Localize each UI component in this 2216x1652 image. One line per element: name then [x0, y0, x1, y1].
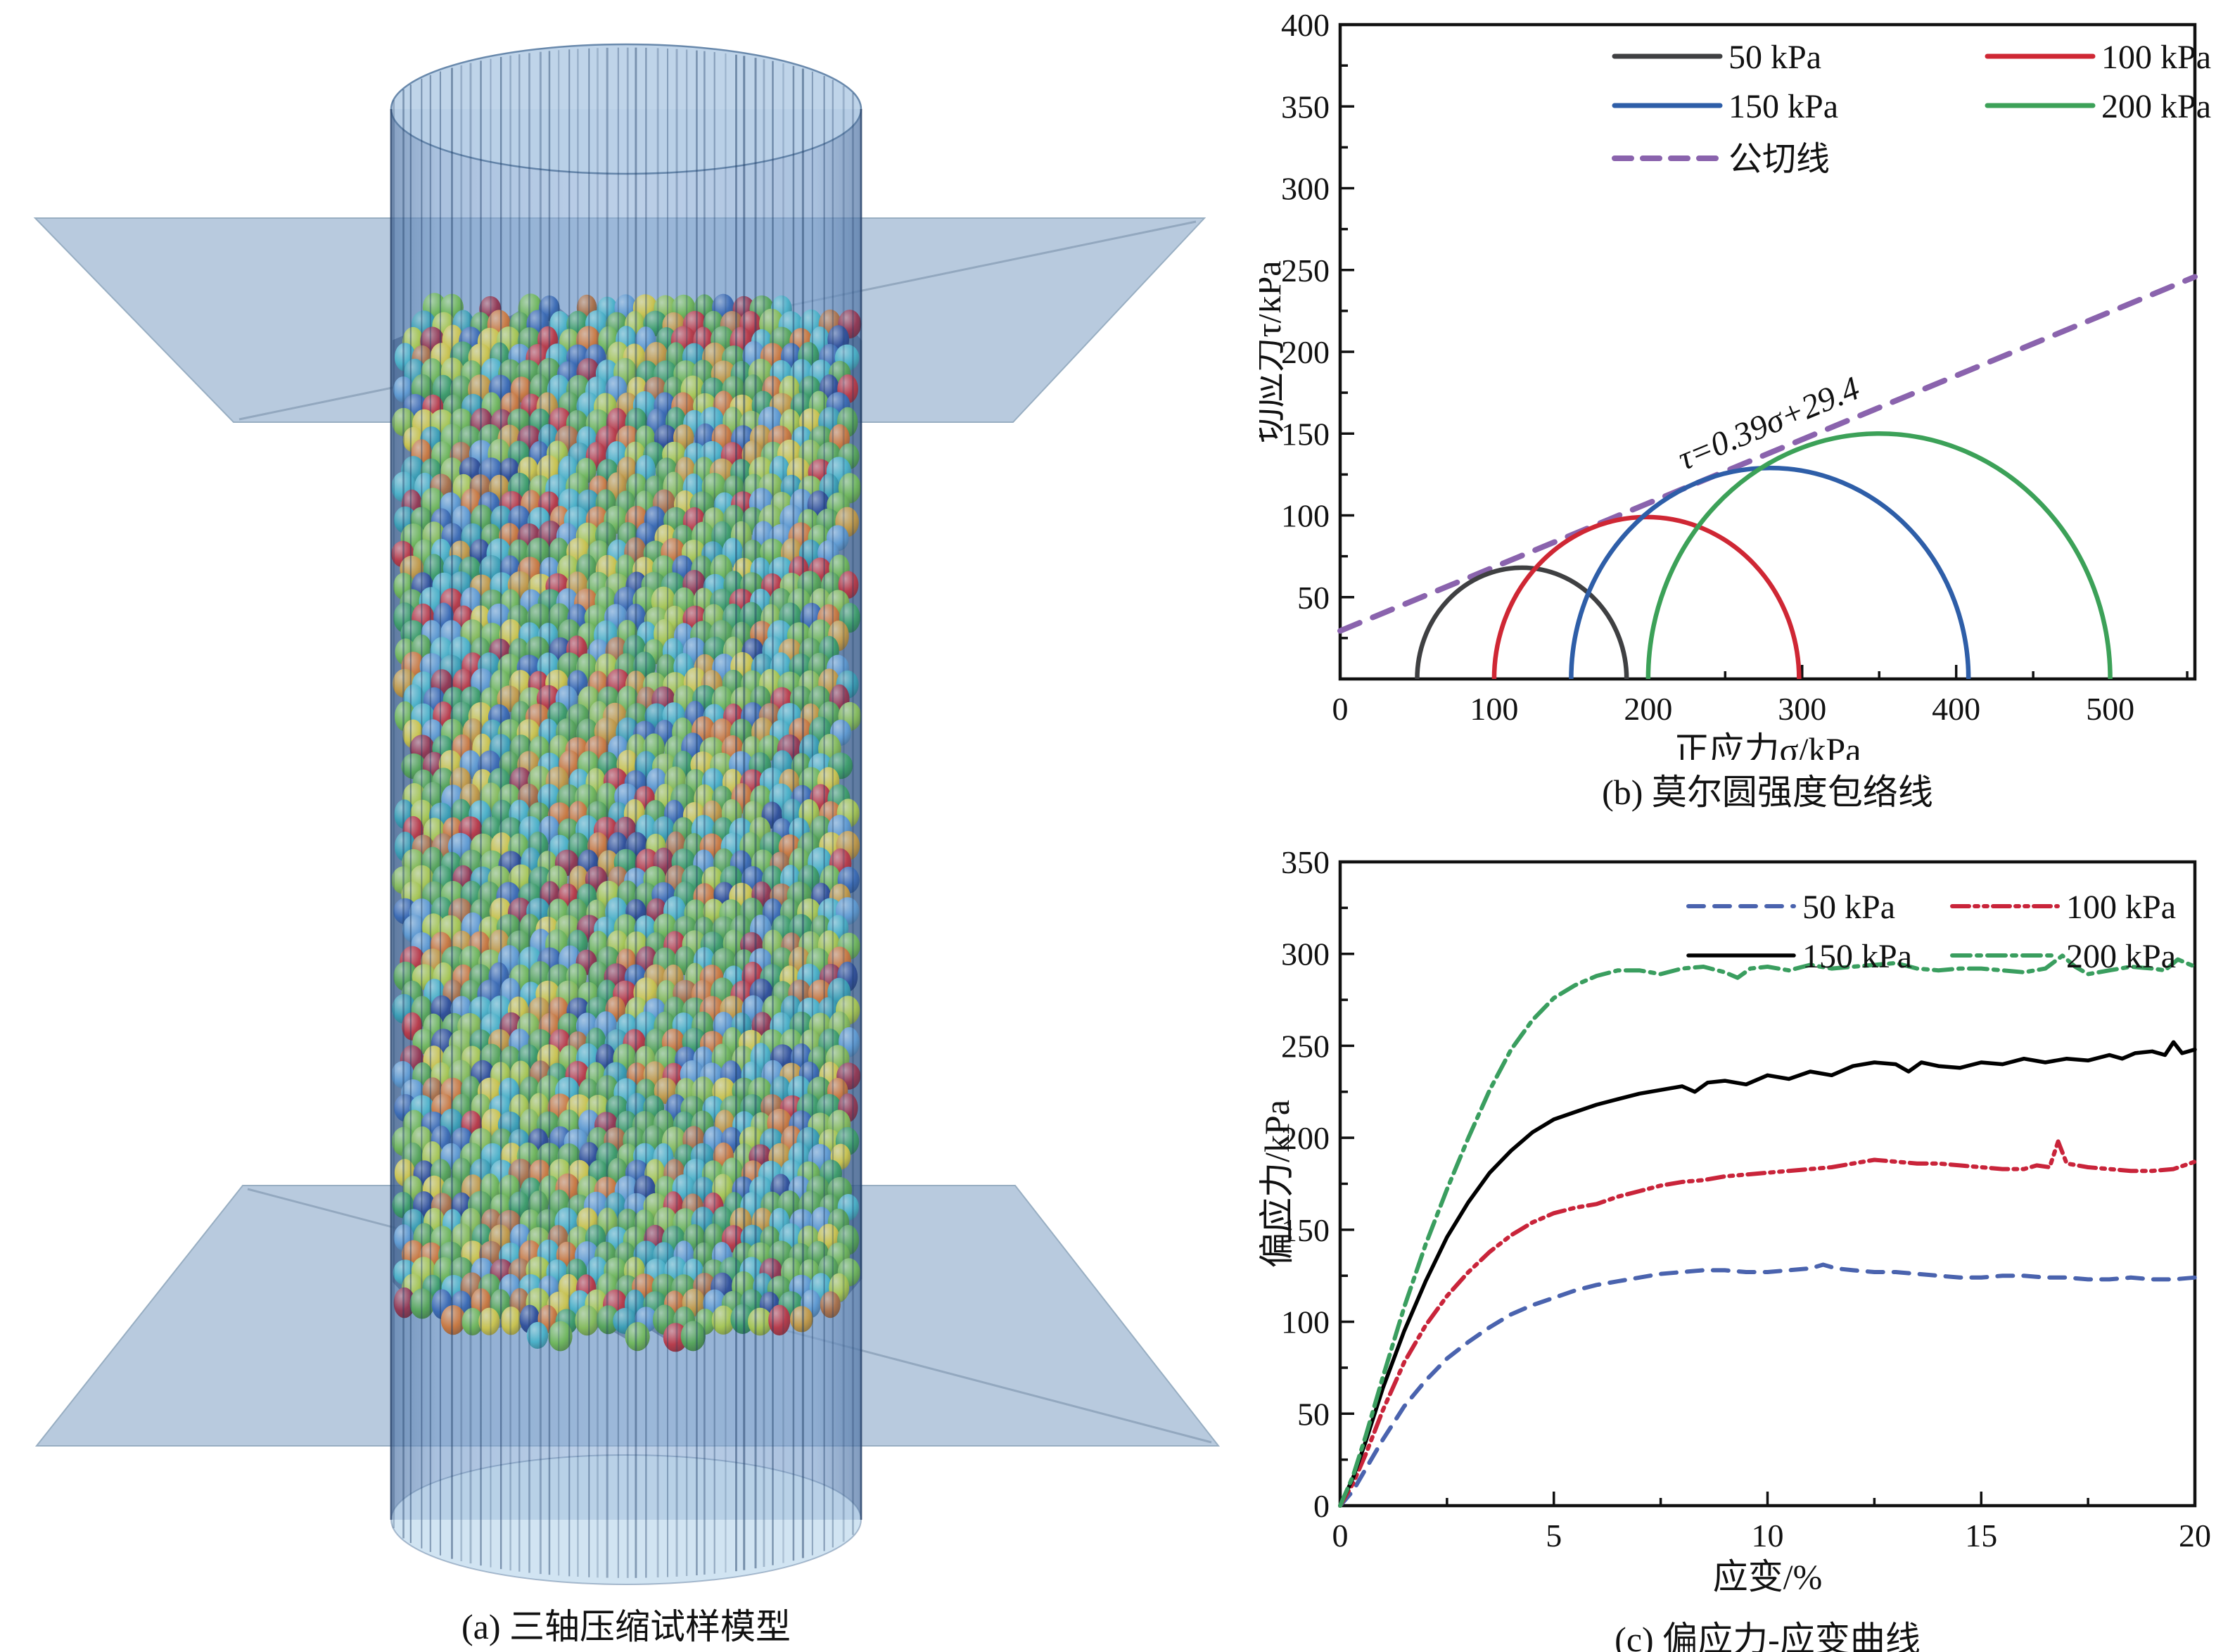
- stress-strain-chart: 0 5 10 15 20050100150200250300350应变/%偏应力/kPa…: [1259, 844, 2211, 1596]
- membrane-wires: [393, 47, 854, 1578]
- legend-label: 公切线: [1728, 141, 1830, 178]
- panel-c-stress-strain-chart: 0 5 10 15 20 0 50 100 150 200 250 300 350 应变/% 偏应力/kPa…: [1259, 823, 2216, 1652]
- x-tick-label: 0: [1332, 691, 1349, 727]
- x-tick-label: 400: [1932, 691, 1980, 727]
- axes: 0 100 200 300 400 500 50 100 150 200 250 300 350 400 正…: [1259, 7, 2197, 760]
- x-tick-label: 500: [2086, 691, 2134, 727]
- series-50kPa: [1338, 1262, 2197, 1508]
- series-200kPa: [1338, 953, 2197, 1508]
- triaxial-specimen-model: [33, 43, 1221, 1585]
- mohr-circle-100kPa: [1491, 515, 1802, 680]
- mohr-circle-150kPa: [1569, 465, 1971, 680]
- x-tick-label: 10: [1752, 1518, 1784, 1553]
- y-tick-label: 100: [1281, 498, 1330, 534]
- y-tick-label: 250: [1281, 253, 1330, 288]
- legend-item: 50 kPa: [1686, 889, 1895, 926]
- particle-assembly: [391, 293, 862, 1352]
- legend-label: 50 kPa: [1802, 889, 1895, 926]
- mohr-circle-chart: 0 100 200 300 400 500 50 100 150 200 250 300 350 400 正…: [1259, 7, 2211, 760]
- legend-item: 公切线: [1612, 141, 1830, 178]
- legend-item: 100 kPa: [1985, 39, 2211, 76]
- x-tick-label: 15: [1965, 1518, 1997, 1553]
- legend-label: 150 kPa: [1802, 938, 1912, 975]
- y-tick-label: 200: [1281, 1120, 1330, 1156]
- y-tick-label: 150: [1281, 416, 1330, 452]
- x-axis-title: 应变/%: [1713, 1557, 1823, 1596]
- y-tick-label: 100: [1281, 1304, 1330, 1340]
- legend-item: 100 kPa: [1950, 889, 2176, 926]
- series-100kPa: [1338, 1139, 2197, 1508]
- legend-item: 200 kPa: [1985, 88, 2211, 125]
- y-tick-label: 400: [1281, 7, 1330, 43]
- legend-label: 50 kPa: [1728, 39, 1821, 76]
- y-tick-label: 300: [1281, 936, 1330, 972]
- y-tick-label: 300: [1281, 171, 1330, 207]
- x-tick-label: 5: [1546, 1518, 1562, 1553]
- y-tick-label: 200: [1281, 334, 1330, 370]
- caption-panel-a: (a) 三轴压缩试样模型: [461, 1607, 791, 1646]
- y-axis-title: 偏应力/kPa: [1259, 1100, 1297, 1268]
- caption-panel-b: (b) 莫尔圆强度包络线: [1602, 773, 1933, 812]
- y-tick-label: 350: [1281, 89, 1330, 125]
- legend-item: 150 kPa: [1686, 938, 1912, 975]
- x-tick-label: 100: [1470, 691, 1518, 727]
- x-tick-label: 200: [1624, 691, 1672, 727]
- x-tick-label: 300: [1778, 691, 1826, 727]
- mohr-circle-200kPa: [1648, 433, 2110, 679]
- y-tick-label: 350: [1281, 844, 1330, 880]
- y-tick-label: 150: [1281, 1212, 1330, 1248]
- x-axis-title: 正应力σ/kPa: [1674, 730, 1861, 760]
- y-tick-label: 250: [1281, 1028, 1330, 1064]
- legend-item: 50 kPa: [1612, 39, 1821, 76]
- tangent-line: [1337, 274, 2198, 634]
- x-tick-label: 20: [2179, 1518, 2211, 1553]
- y-tick-label: 50: [1297, 580, 1330, 616]
- legend-label: 200 kPa: [2101, 88, 2211, 125]
- y-tick-label: 0: [1313, 1488, 1330, 1524]
- membrane-film: [390, 109, 862, 1520]
- legend-item: 150 kPa: [1612, 88, 1838, 125]
- y-axis-title: 切应力τ/kPa: [1259, 261, 1288, 443]
- legend-label: 100 kPa: [2101, 39, 2211, 76]
- y-tick-label: 50: [1297, 1396, 1330, 1432]
- panel-b-mohr-chart: 0 100 200 300 400 500 50 100 150 200 250 300 350 400 正…: [1259, 0, 2216, 823]
- mohr-circle-50kPa: [1415, 565, 1629, 680]
- panel-a-specimen-model: (a) 三轴压缩试样模型: [33, 43, 1221, 1646]
- legend-label: 100 kPa: [2066, 889, 2176, 926]
- x-tick-label: 0: [1332, 1518, 1349, 1553]
- legend-item: 200 kPa: [1950, 938, 2176, 975]
- series-150kPa: [1338, 1040, 2197, 1508]
- legend-label: 150 kPa: [1728, 88, 1838, 125]
- caption-panel-c: (c) 偏应力-应变曲线: [1615, 1620, 1921, 1652]
- legend-label: 200 kPa: [2066, 938, 2176, 975]
